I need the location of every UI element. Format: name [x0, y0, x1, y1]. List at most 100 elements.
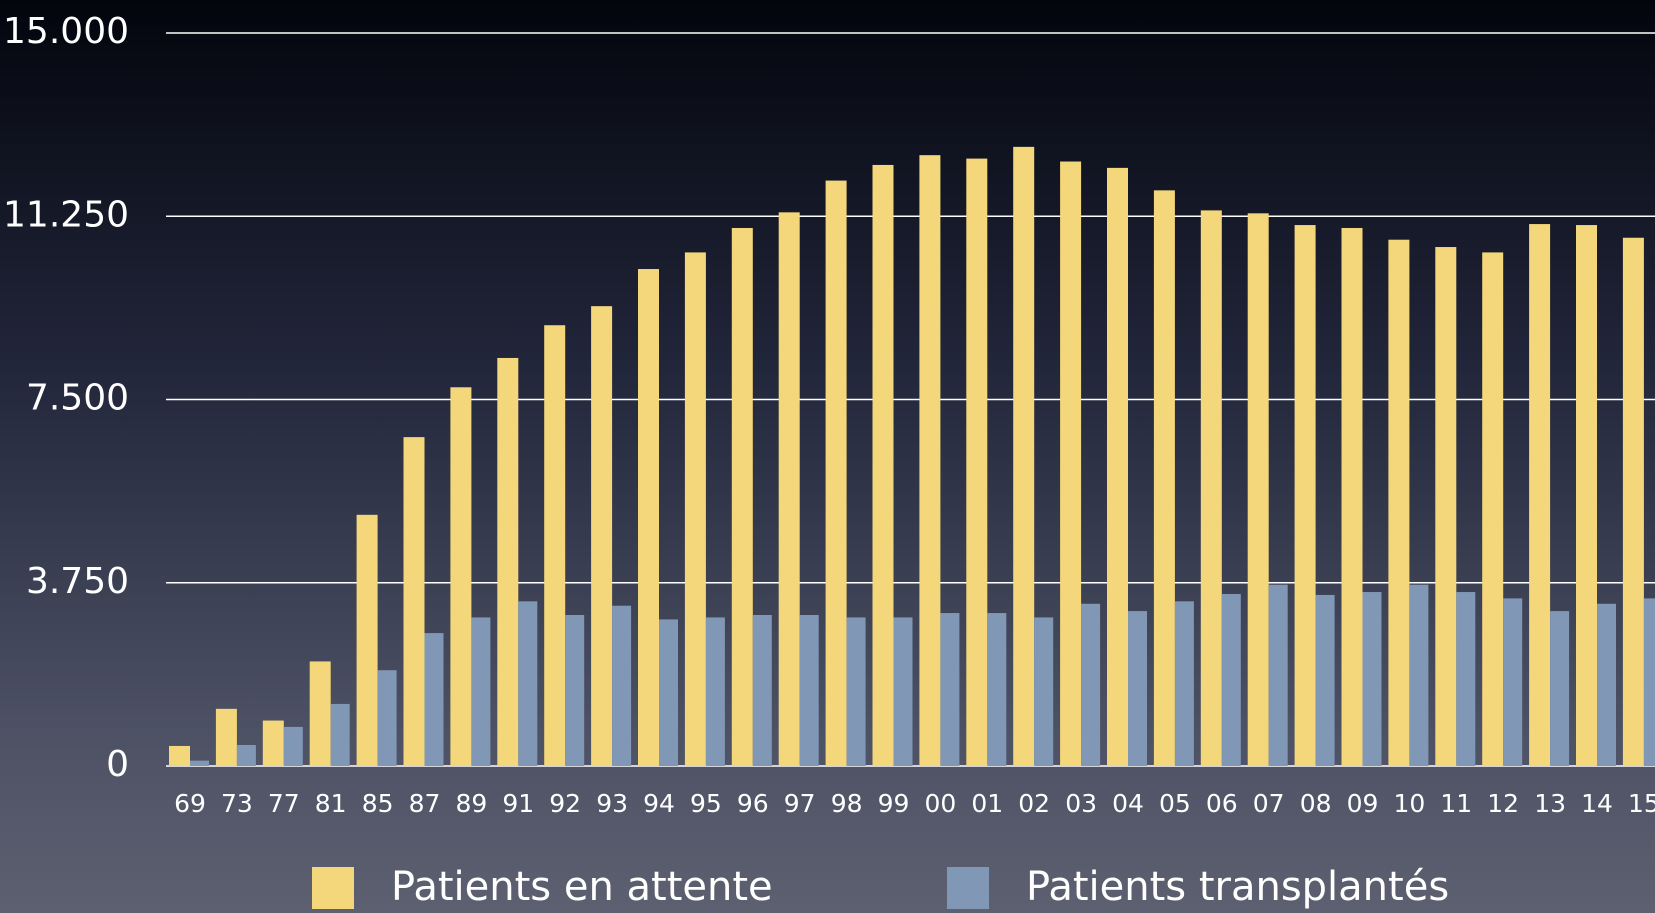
bar	[1034, 617, 1054, 766]
x-tick-label: 81	[315, 789, 347, 818]
x-tick-label: 85	[362, 789, 394, 818]
bar	[1597, 603, 1616, 766]
bar	[1409, 584, 1429, 766]
bar	[919, 155, 941, 766]
x-tick-label: 13	[1534, 789, 1566, 818]
bar	[497, 357, 519, 766]
x-tick-label: 97	[784, 789, 816, 818]
x-tick-label: 98	[831, 789, 863, 818]
bar	[705, 617, 725, 766]
bar	[1388, 239, 1410, 766]
x-tick-label: 14	[1581, 789, 1613, 818]
legend-label: Patients en attente	[391, 864, 773, 910]
bar	[309, 661, 331, 766]
bar	[591, 306, 613, 766]
bar	[215, 708, 237, 766]
bar	[731, 227, 753, 766]
bar	[450, 387, 472, 766]
y-tick-label: 3.750	[26, 561, 129, 602]
bar	[1107, 167, 1128, 766]
x-tick-label: 00	[924, 789, 956, 818]
x-tick-label: 99	[878, 789, 910, 818]
bar	[825, 180, 847, 766]
bar	[1221, 593, 1241, 766]
bar	[377, 670, 397, 766]
bar	[612, 605, 632, 766]
bar	[518, 601, 538, 766]
x-tick-label: 95	[690, 789, 722, 818]
bar	[1435, 247, 1457, 766]
y-tick-label: 0	[106, 744, 129, 785]
bar	[1643, 598, 1655, 766]
bar	[1576, 225, 1597, 766]
bar	[565, 615, 585, 766]
bar	[778, 212, 800, 766]
bar	[1503, 598, 1523, 766]
x-tick-label: 10	[1393, 789, 1425, 818]
legend-swatch	[947, 867, 989, 909]
bar	[799, 615, 819, 766]
y-tick-label: 11.250	[3, 194, 129, 235]
bar	[940, 613, 960, 766]
bar	[1247, 213, 1269, 766]
bar	[752, 615, 772, 766]
bar	[1128, 611, 1147, 766]
bar	[1174, 601, 1194, 766]
x-tick-label: 11	[1440, 789, 1472, 818]
x-tick-label: 07	[1253, 789, 1285, 818]
bar	[987, 613, 1007, 766]
x-tick-label: 96	[737, 789, 769, 818]
legend-label: Patients transplantés	[1026, 864, 1449, 910]
y-tick-label: 7.500	[26, 378, 129, 419]
bar	[1529, 224, 1551, 766]
bar	[966, 158, 988, 766]
bar	[1315, 594, 1335, 766]
x-tick-label: 92	[549, 789, 581, 818]
bar	[356, 514, 378, 766]
x-tick-label: 93	[596, 789, 628, 818]
x-tick-label: 08	[1300, 789, 1332, 818]
bar	[1268, 584, 1288, 766]
bar	[1550, 611, 1570, 766]
bar	[872, 164, 894, 766]
bar	[1482, 252, 1504, 767]
bar	[1456, 592, 1476, 766]
x-tick-label: 05	[1159, 789, 1191, 818]
bar	[1060, 161, 1082, 766]
x-tick-label: 69	[174, 789, 206, 818]
x-tick-label: 04	[1112, 789, 1144, 818]
bar	[1294, 225, 1316, 766]
x-tick-label: 03	[1065, 789, 1097, 818]
x-tick-label: 91	[502, 789, 534, 818]
bar	[1341, 227, 1363, 766]
bar	[1013, 146, 1035, 767]
bar	[893, 617, 913, 766]
bar	[1081, 603, 1101, 766]
x-tick-label: 15	[1628, 789, 1655, 818]
x-tick-label: 02	[1018, 789, 1050, 818]
bar	[190, 760, 209, 766]
x-tick-label: 01	[971, 789, 1003, 818]
legend-swatch	[312, 867, 354, 909]
bar	[471, 617, 491, 766]
bar	[169, 745, 190, 766]
bar	[262, 720, 284, 766]
x-tick-label: 89	[455, 789, 487, 818]
x-tick-label: 77	[268, 789, 300, 818]
bar	[403, 437, 425, 766]
bar	[1200, 210, 1222, 767]
x-tick-label: 06	[1206, 789, 1238, 818]
x-tick-label: 12	[1487, 789, 1519, 818]
bar	[684, 252, 706, 767]
bar	[1622, 237, 1644, 766]
bar	[544, 325, 566, 766]
bar	[236, 744, 256, 766]
x-tick-label: 87	[409, 789, 441, 818]
x-tick-label: 73	[221, 789, 253, 818]
bar	[330, 703, 350, 766]
bar	[424, 633, 444, 766]
x-tick-label: 94	[643, 789, 675, 818]
bar	[283, 726, 303, 766]
bar	[1362, 592, 1382, 766]
